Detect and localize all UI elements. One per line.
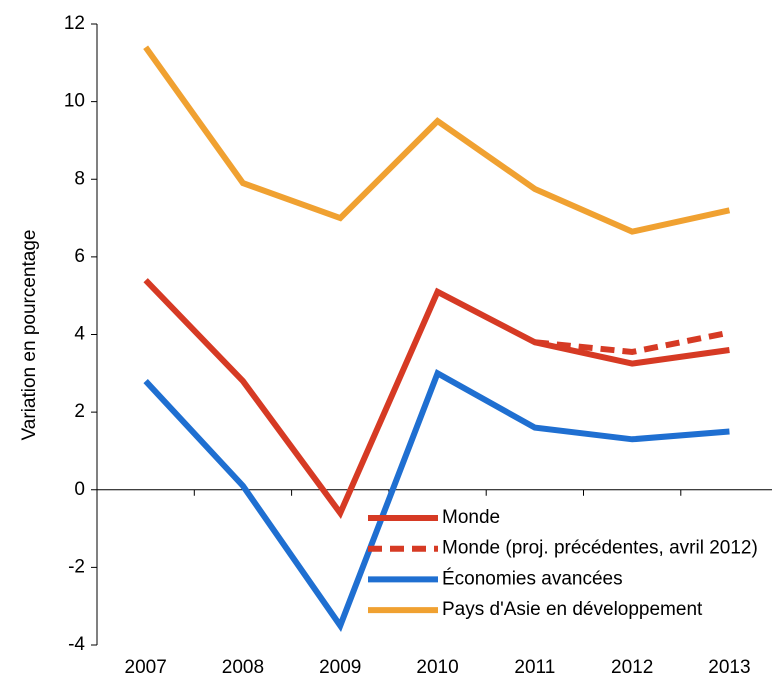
x-tick-label: 2011 (514, 657, 555, 678)
y-axis-label: Variation en pourcentage (19, 230, 40, 441)
x-tick-label: 2012 (611, 657, 653, 678)
legend-label: Pays d'Asie en développement (442, 599, 703, 620)
y-tick-label: 12 (64, 13, 85, 34)
y-tick-label: -4 (68, 634, 85, 655)
y-tick-label: -2 (68, 556, 85, 577)
legend-label: Monde (442, 507, 500, 528)
y-tick-label: 8 (74, 168, 85, 189)
y-tick-label: 2 (74, 401, 85, 422)
x-tick-label: 2009 (319, 657, 361, 678)
series-line (143, 278, 730, 519)
y-tick-label: 0 (74, 479, 85, 500)
x-tick-label: 2008 (222, 657, 264, 678)
series-line (143, 369, 730, 632)
legend-label: Monde (proj. précédentes, avril 2012) (442, 538, 758, 559)
legend-label: Économies avancées (442, 568, 623, 589)
y-tick-label: 6 (74, 246, 85, 267)
x-tick-label: 2010 (416, 657, 458, 678)
y-tick-label: 10 (64, 91, 85, 112)
x-tick-label: 2013 (708, 657, 750, 678)
series-line (143, 45, 731, 235)
x-tick-label: 2007 (125, 657, 167, 678)
series-line (534, 329, 731, 355)
y-tick-label: 4 (74, 324, 85, 345)
